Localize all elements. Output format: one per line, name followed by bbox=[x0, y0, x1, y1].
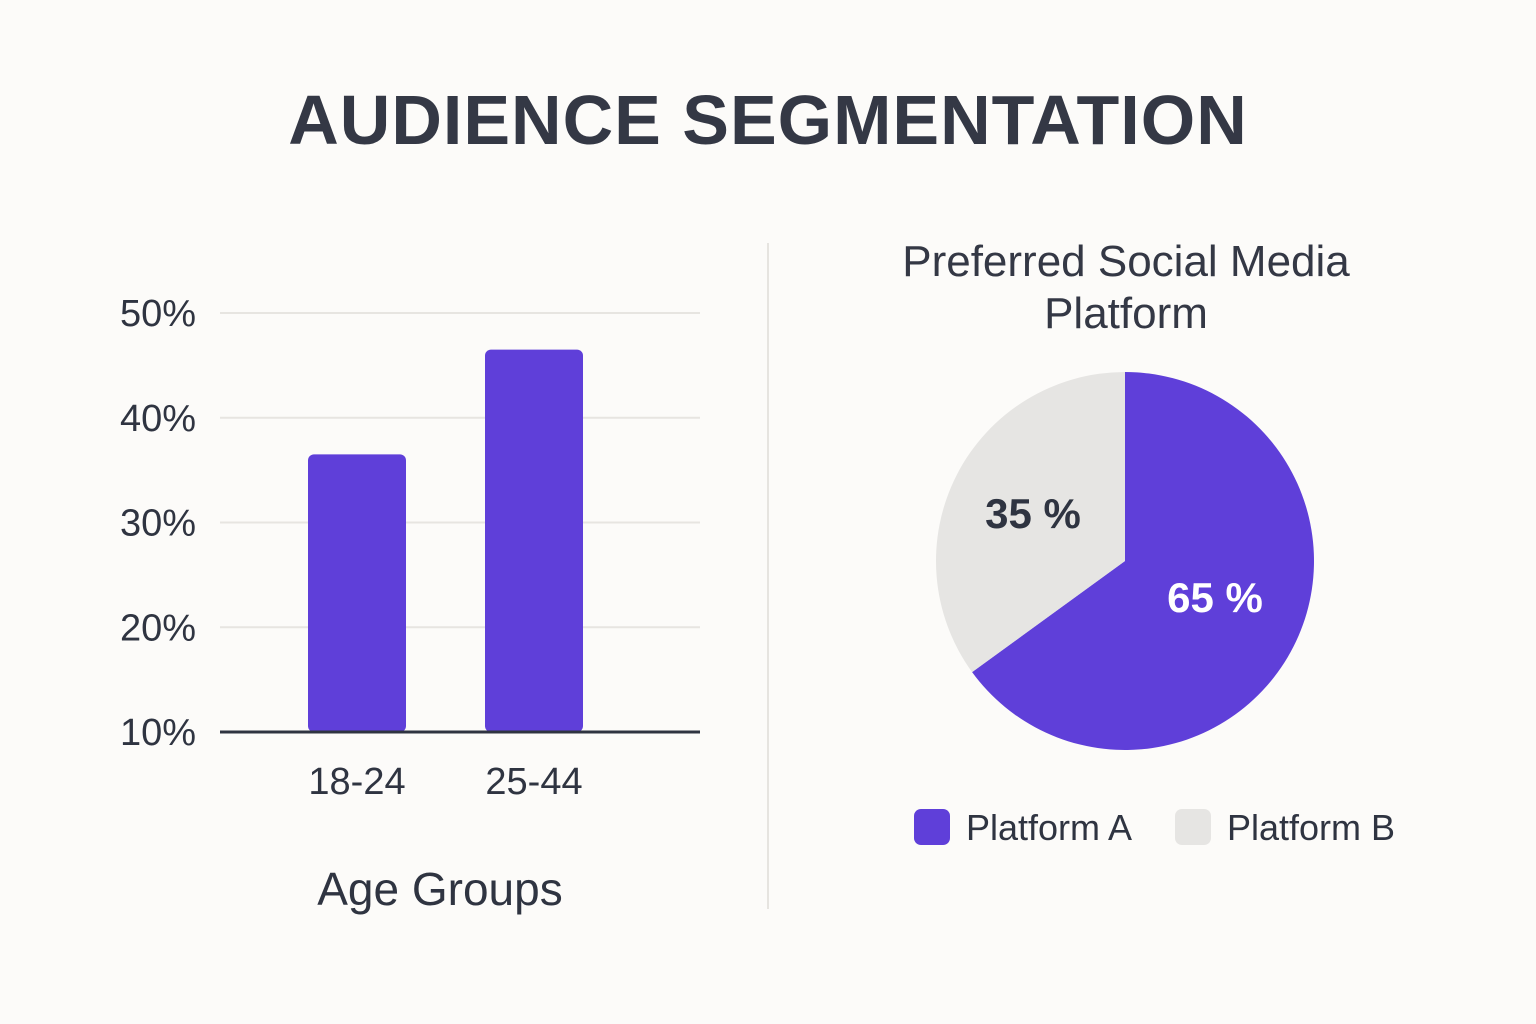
pie-slice-platform-a bbox=[972, 372, 1314, 751]
page-title: AUDIENCE SEGMENTATION bbox=[288, 81, 1248, 159]
bar-25-44 bbox=[485, 349, 583, 732]
panel-divider bbox=[767, 243, 769, 909]
x-tick-label: 18-24 bbox=[308, 761, 405, 803]
legend-swatch bbox=[914, 809, 950, 845]
y-tick-label: 20% bbox=[120, 607, 196, 649]
x-axis-title: Age Groups bbox=[317, 863, 562, 915]
y-tick-label: 30% bbox=[120, 503, 196, 545]
y-tick-label: 50% bbox=[120, 293, 196, 335]
pie-slice-platform-b bbox=[936, 372, 1125, 673]
bar-18-24 bbox=[308, 454, 406, 732]
y-tick-label: 10% bbox=[120, 712, 196, 754]
pie-title: Preferred Social Media bbox=[902, 237, 1350, 286]
bar-chart: 10% 20% 30% 40% 50% 18-24 25-44 Age Groups bbox=[120, 293, 700, 915]
pie-title: Platform bbox=[1044, 289, 1208, 338]
pie-slice-label: 35 % bbox=[985, 490, 1081, 537]
y-tick-label: 40% bbox=[120, 398, 196, 440]
legend-label: Platform B bbox=[1227, 807, 1395, 848]
legend-label: Platform A bbox=[966, 807, 1132, 848]
pie-slice-label: 65 % bbox=[1167, 574, 1263, 621]
x-tick-label: 25-44 bbox=[485, 761, 582, 803]
legend-swatch bbox=[1175, 809, 1211, 845]
